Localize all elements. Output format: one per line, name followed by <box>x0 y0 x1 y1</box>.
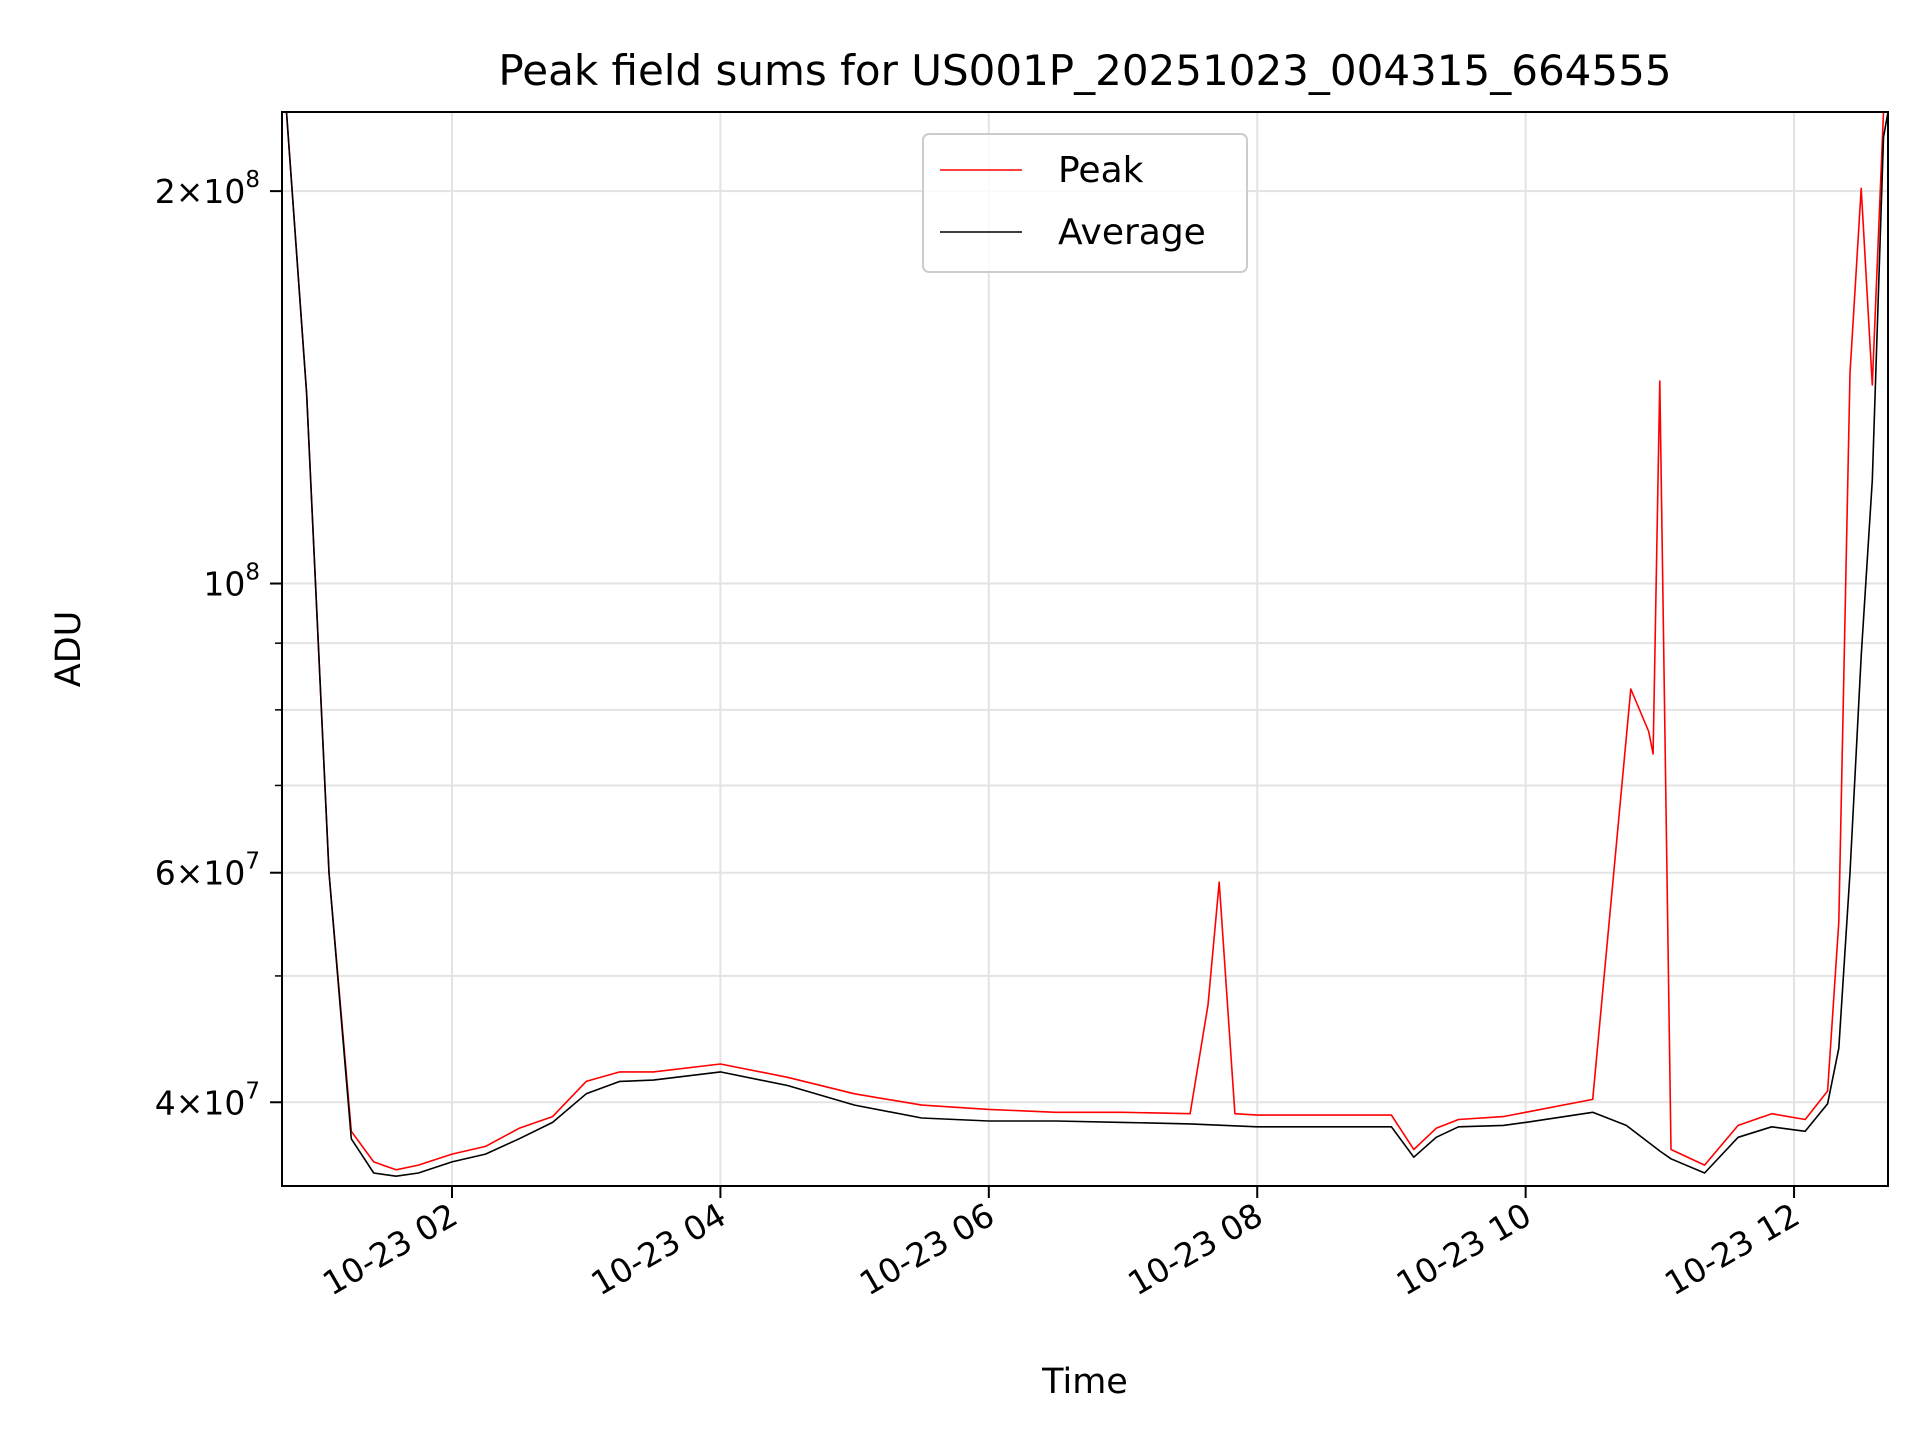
y-tick-label: 4×107 <box>155 1078 260 1122</box>
series-line-peak <box>285 112 1888 1171</box>
y-tick-label: 2×108 <box>155 167 260 211</box>
plot-frame <box>281 111 1889 1187</box>
legend-label-average: Average <box>1058 212 1206 253</box>
y-tick-label: 108 <box>203 560 260 604</box>
x-axis-label: Time <box>1041 1362 1128 1402</box>
plot-area <box>282 112 1888 1186</box>
series-line-average <box>285 112 1888 1177</box>
legend-label-peak: Peak <box>1058 150 1144 191</box>
series-layer <box>285 112 1888 1177</box>
chart-title: Peak field sums for US001P_20251023_0043… <box>498 46 1671 95</box>
y-tick-label: 6×107 <box>155 849 260 893</box>
legend: Peak Average <box>922 133 1248 273</box>
y-axis-label: ADU <box>49 611 89 688</box>
legend-box <box>922 133 1248 273</box>
